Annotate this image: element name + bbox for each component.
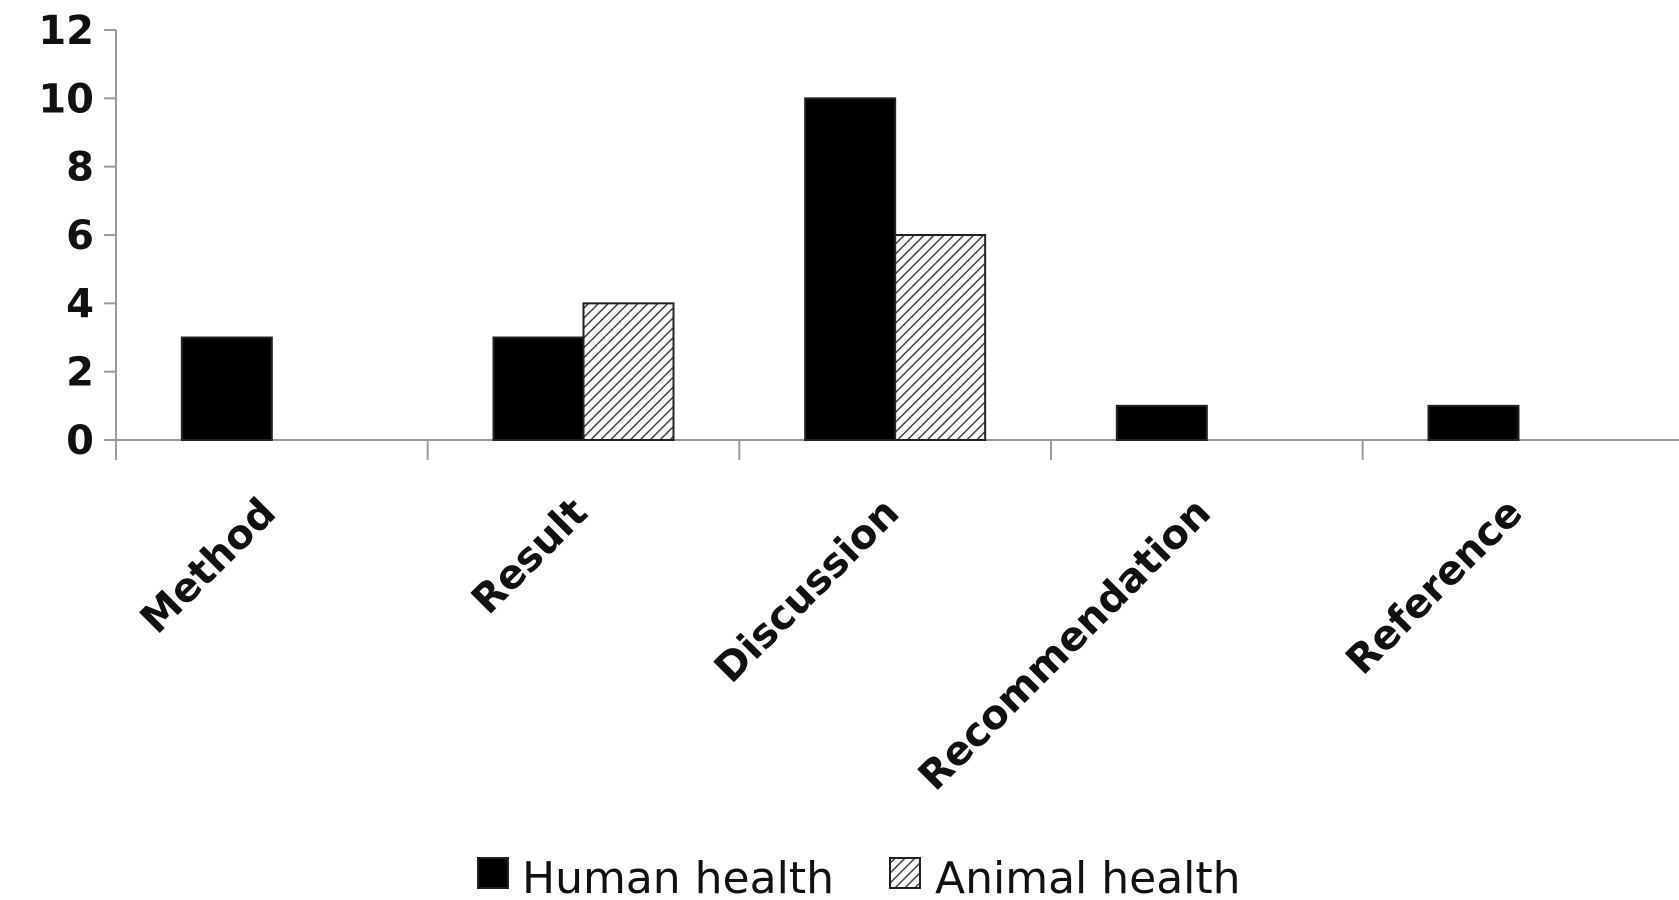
bar-human-health-reference (1427, 404, 1520, 442)
legend-label-human-health: Human health (522, 853, 834, 900)
x-tick-label: Recommendation (910, 490, 1220, 800)
legend: Human health Animal health (477, 853, 1241, 900)
legend-swatch-human-health (477, 857, 509, 889)
bar-human-health-result (492, 336, 585, 441)
y-tick-label: 6 (66, 213, 94, 259)
y-tick-label: 0 (66, 418, 94, 464)
x-tick-label: Method (132, 490, 285, 643)
bar-animal-health-discussion (894, 234, 987, 441)
y-tick-label: 12 (38, 8, 94, 54)
bar-animal-health-result (582, 302, 675, 442)
x-tick-label: Discussion (706, 490, 908, 692)
x-tick-label: Result (463, 490, 597, 624)
x-tick-label: Reference (1337, 490, 1531, 684)
bar-human-health-discussion (804, 97, 897, 441)
bars (180, 97, 1520, 442)
y-tick-label: 10 (38, 76, 94, 122)
legend-label-animal-health: Animal health (935, 853, 1241, 900)
y-tick-label: 2 (66, 350, 94, 396)
y-tick-label: 4 (66, 281, 94, 327)
bar-human-health-method (180, 336, 273, 441)
y-tick-label: 8 (66, 145, 94, 191)
bar-human-health-recommendation (1115, 404, 1208, 442)
legend-swatch-animal-health (889, 857, 921, 889)
